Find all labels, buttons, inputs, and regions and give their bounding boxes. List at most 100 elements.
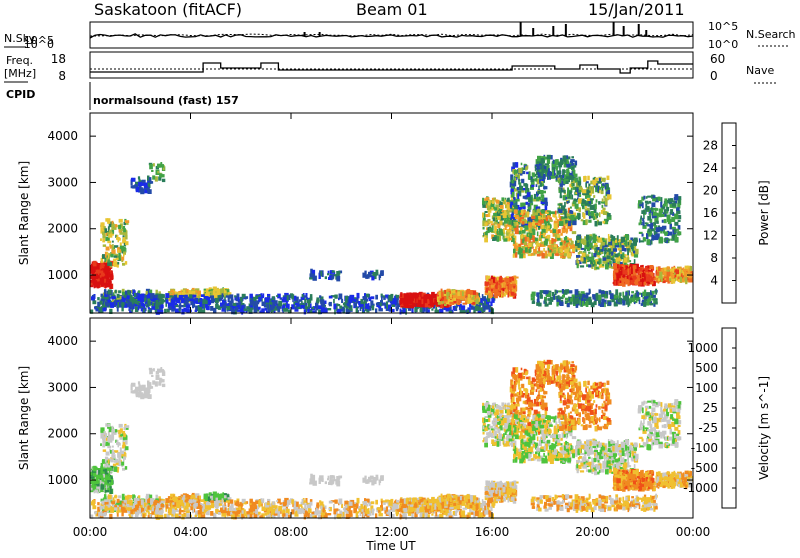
power-cell [672, 203, 676, 207]
power-cell [108, 289, 112, 294]
power-cell [327, 273, 329, 275]
power-cell [439, 309, 443, 313]
power-cell [424, 295, 427, 301]
power-cell [581, 240, 585, 244]
power-cell [560, 245, 562, 248]
power-cell [117, 302, 119, 308]
power-cell [586, 235, 589, 240]
freq-unit-label: [MHz] [4, 67, 36, 80]
power-cell [559, 179, 561, 183]
power-cell [149, 164, 153, 169]
power-cell [541, 253, 544, 259]
power-cell [514, 222, 516, 227]
power-cell [661, 277, 663, 282]
power-cell [345, 296, 348, 300]
power-cell [614, 269, 618, 272]
power-cell [678, 231, 680, 235]
power-cell [599, 265, 601, 268]
power-cell [628, 280, 630, 286]
power-cell [633, 251, 635, 254]
power-cell [125, 220, 129, 223]
power-cell [328, 303, 330, 305]
cpid-text: normalsound (fast) 157 [93, 94, 239, 107]
power-cell [686, 269, 688, 271]
power-cell [543, 169, 546, 171]
power-cell [639, 268, 643, 272]
power-cell [621, 237, 625, 242]
power-cell [536, 164, 539, 167]
power-cell [531, 298, 535, 301]
power-cell [453, 298, 456, 301]
power-cell [161, 296, 165, 299]
power-cell [565, 220, 567, 224]
power-cell [592, 256, 594, 262]
power-cell [274, 309, 278, 311]
power-cell [651, 202, 655, 207]
power-cell [537, 191, 540, 194]
power-cell [527, 217, 531, 221]
power-cell [441, 292, 444, 297]
power-cell [533, 229, 536, 235]
power-cell [102, 308, 106, 312]
power-cell [570, 240, 572, 245]
power-cell [176, 298, 180, 304]
power-cell [206, 297, 211, 300]
power-cell [255, 304, 258, 309]
power-cell [226, 295, 230, 297]
power-cell [571, 215, 575, 220]
power-cell [477, 296, 479, 298]
power-cell [557, 302, 559, 306]
power-cell [585, 203, 588, 206]
power-cell [643, 303, 646, 307]
power-cell [583, 213, 586, 219]
power-cell [590, 198, 594, 200]
power-cell [102, 232, 105, 235]
power-cell [258, 297, 261, 302]
power-cell [608, 248, 611, 251]
power-cell [518, 216, 520, 222]
power-cell [428, 309, 430, 312]
power-cell [577, 263, 579, 268]
power-cell [534, 219, 538, 221]
power-cell [578, 177, 581, 182]
power-cell [586, 258, 590, 260]
power-cell [564, 202, 566, 207]
power-cell [587, 195, 591, 198]
power-cell [613, 248, 617, 252]
power-cell [650, 223, 653, 228]
power-cell [598, 295, 601, 301]
power-cell [496, 294, 500, 296]
power-cell [186, 308, 190, 313]
power-cell [272, 296, 275, 300]
power-cell [213, 290, 216, 295]
power-cell [607, 255, 611, 259]
power-cell [584, 299, 586, 301]
power-cell [519, 231, 522, 235]
power-cell [312, 307, 315, 310]
power-cell [656, 221, 659, 224]
power-cell [650, 303, 653, 306]
power-cell [113, 259, 117, 262]
power-cell [587, 198, 590, 201]
power-cell [484, 222, 487, 226]
power-cell [123, 254, 125, 257]
power-cell [595, 187, 597, 189]
power-cell [121, 257, 124, 261]
power-cell [633, 265, 637, 269]
power-cell [453, 306, 455, 310]
power-cell [545, 251, 547, 257]
power-cell [102, 238, 105, 242]
power-cell [582, 205, 584, 207]
power-cell [118, 238, 120, 242]
power-cell [548, 302, 552, 305]
power-cell [499, 229, 503, 235]
power-cell [670, 239, 673, 241]
power-cell [138, 182, 142, 187]
power-cell [557, 238, 561, 241]
power-cell [593, 195, 595, 198]
power-cell [408, 308, 411, 311]
power-cell [564, 209, 567, 214]
power-cell [524, 241, 527, 245]
power-cell [153, 163, 155, 166]
power-cell [676, 210, 680, 214]
